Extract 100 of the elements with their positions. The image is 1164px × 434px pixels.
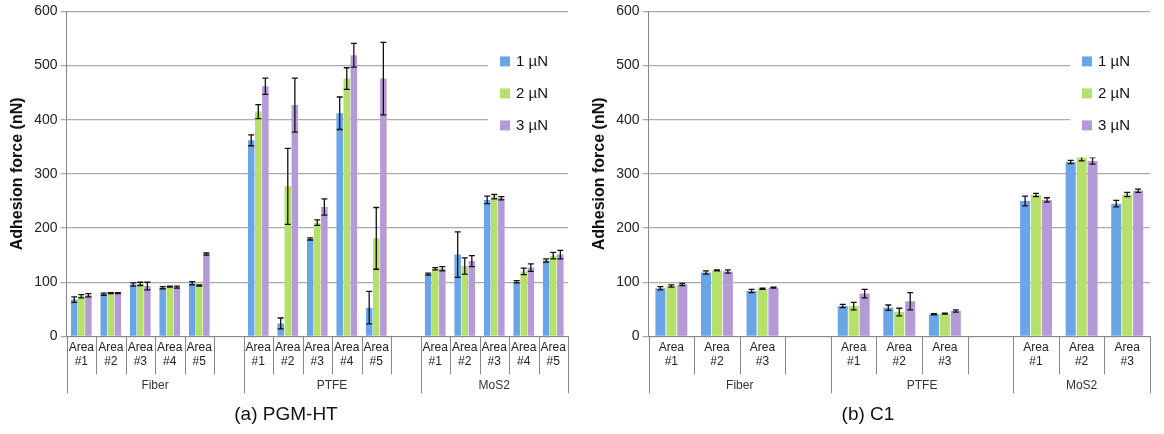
x-tick-label: Area #2 <box>886 339 913 369</box>
bar <box>498 198 505 336</box>
x-tick-label: Area #5 <box>363 339 390 369</box>
y-tick-label: 100 <box>34 273 58 290</box>
y-tick-label: 600 <box>34 2 58 19</box>
x-tick-label: Area #3 <box>749 339 776 369</box>
bar <box>137 283 144 336</box>
bar <box>1087 160 1098 336</box>
bar <box>1122 194 1133 336</box>
x-tick-label: Area #2 <box>704 339 730 369</box>
bar <box>700 272 712 336</box>
bar <box>928 314 939 336</box>
bar <box>768 287 779 336</box>
bar <box>513 281 520 336</box>
y-tick-label: 300 <box>34 164 58 181</box>
bar <box>306 238 314 336</box>
text: MoS2 <box>478 378 511 393</box>
bar <box>1041 199 1053 336</box>
x-tick-label: Area #3 <box>127 339 154 369</box>
bar <box>247 140 255 336</box>
y-tick-label: 500 <box>34 56 58 73</box>
bar <box>746 290 757 336</box>
bar <box>950 310 961 336</box>
x-tick-label: Area #5 <box>540 339 567 369</box>
bar <box>542 260 550 336</box>
x-tick-label: Area #3 <box>304 339 331 369</box>
bar <box>1065 161 1076 336</box>
bar <box>1031 195 1042 336</box>
bar <box>859 293 870 336</box>
bar <box>129 284 137 336</box>
y-axis-title: Adhesion force (nN) <box>590 97 608 251</box>
y-tick-label: 400 <box>34 110 58 127</box>
text: (a) PGM-HT <box>234 402 339 424</box>
text: MoS2 <box>1065 378 1098 393</box>
bar <box>114 293 122 336</box>
bar <box>655 288 666 336</box>
bar <box>454 254 461 336</box>
legend-label: 2 µN <box>1098 83 1130 101</box>
bar <box>550 255 557 336</box>
bar <box>439 268 446 336</box>
x-tick-label: Area #2 <box>1068 339 1095 369</box>
bar <box>166 286 174 336</box>
y-tick-label: 200 <box>34 218 58 235</box>
x-tick-label: Area #3 <box>1114 339 1141 369</box>
bar <box>314 222 321 336</box>
text: PTFE <box>316 378 348 393</box>
y-axis-title: Adhesion force (nN) <box>8 97 26 251</box>
bar <box>1020 200 1031 336</box>
bar <box>144 286 151 336</box>
y-tick-label: 500 <box>616 56 640 73</box>
y-tick-label: 600 <box>616 2 640 19</box>
bar <box>373 238 380 336</box>
bar <box>837 306 848 336</box>
bar <box>159 287 166 336</box>
bar <box>491 196 498 336</box>
text: PTFE <box>906 378 938 393</box>
bar <box>757 288 768 336</box>
bar <box>424 274 432 336</box>
x-tick-label: Area #4 <box>334 339 360 369</box>
bar <box>196 285 203 336</box>
x-tick-label: Area #1 <box>841 339 867 369</box>
bar <box>894 312 905 336</box>
bar <box>336 113 343 336</box>
x-tick-label: Area #3 <box>481 339 508 369</box>
bar <box>883 307 894 336</box>
x-tick-label: Area #4 <box>511 339 537 369</box>
bar <box>557 254 564 336</box>
bar <box>350 55 358 336</box>
bar <box>255 111 262 336</box>
x-tick-label: Area #2 <box>275 339 301 369</box>
bar <box>468 261 476 336</box>
bar <box>85 295 92 336</box>
bar <box>343 78 351 336</box>
legend-label: 1 µN <box>1098 51 1130 69</box>
y-tick-label: 400 <box>616 110 640 127</box>
bar <box>527 267 535 336</box>
legend-label: 3 µN <box>516 115 548 133</box>
bar <box>100 294 107 336</box>
x-tick-label: Area #1 <box>68 339 95 369</box>
x-tick-label: Area #1 <box>245 339 272 369</box>
bar <box>1076 157 1087 336</box>
y-tick-label: 0 <box>631 327 640 344</box>
bar <box>848 306 859 336</box>
bar <box>262 86 269 336</box>
y-tick-label: 0 <box>49 327 58 344</box>
x-tick-label: Area #4 <box>157 339 183 369</box>
y-tick-label: 300 <box>616 164 640 181</box>
bar <box>78 296 85 336</box>
x-tick-label: Area #3 <box>932 339 958 369</box>
bar <box>173 287 181 336</box>
legend-label: 1 µN <box>516 51 548 69</box>
bar <box>107 293 115 336</box>
x-tick-label: Area #5 <box>186 339 213 369</box>
legend-label: 3 µN <box>1098 115 1130 133</box>
x-tick-label: Area #2 <box>98 339 124 369</box>
text: Fiber <box>141 378 169 393</box>
bar <box>321 206 328 336</box>
bar <box>677 284 688 336</box>
x-tick-label: Area #1 <box>1023 339 1050 369</box>
y-tick-label: 100 <box>616 273 640 290</box>
